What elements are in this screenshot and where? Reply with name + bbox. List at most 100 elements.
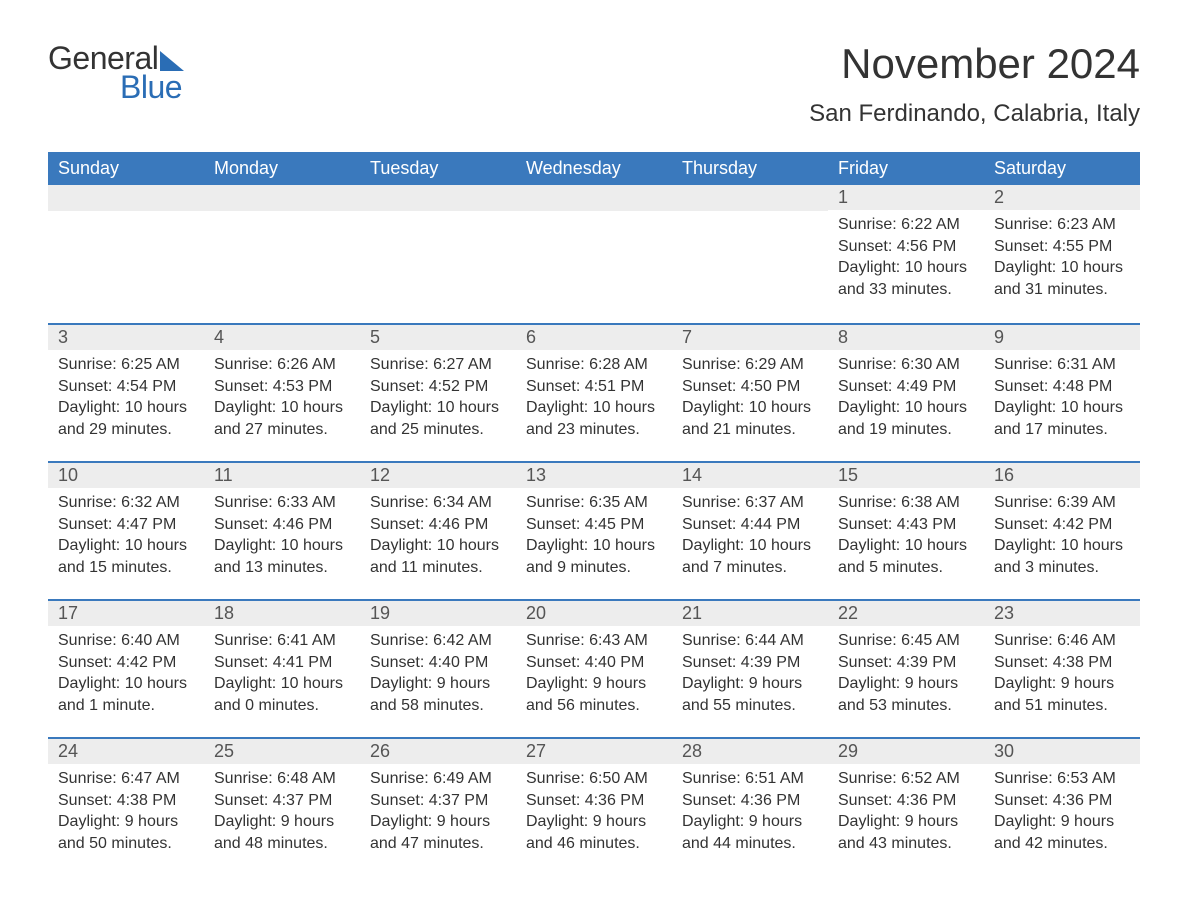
calendar-empty bbox=[360, 185, 516, 323]
sunset-text: Sunset: 4:36 PM bbox=[526, 790, 662, 812]
calendar-day: 27Sunrise: 6:50 AMSunset: 4:36 PMDayligh… bbox=[516, 737, 672, 875]
daylight-text: Daylight: 10 hours and 5 minutes. bbox=[838, 535, 974, 578]
daylight-text: Daylight: 10 hours and 23 minutes. bbox=[526, 397, 662, 440]
sunrise-text: Sunrise: 6:30 AM bbox=[838, 354, 974, 376]
daylight-text: Daylight: 10 hours and 11 minutes. bbox=[370, 535, 506, 578]
day-number: 16 bbox=[984, 461, 1140, 488]
sunrise-text: Sunrise: 6:48 AM bbox=[214, 768, 350, 790]
sail-icon bbox=[160, 51, 184, 71]
calendar-day: 7Sunrise: 6:29 AMSunset: 4:50 PMDaylight… bbox=[672, 323, 828, 461]
day-number: 28 bbox=[672, 737, 828, 764]
day-details: Sunrise: 6:46 AMSunset: 4:38 PMDaylight:… bbox=[984, 626, 1140, 724]
day-number: 20 bbox=[516, 599, 672, 626]
sunset-text: Sunset: 4:51 PM bbox=[526, 376, 662, 398]
sunrise-text: Sunrise: 6:26 AM bbox=[214, 354, 350, 376]
day-number: 8 bbox=[828, 323, 984, 350]
sunrise-text: Sunrise: 6:40 AM bbox=[58, 630, 194, 652]
day-header: Monday bbox=[204, 152, 360, 185]
sunset-text: Sunset: 4:50 PM bbox=[682, 376, 818, 398]
day-number: 27 bbox=[516, 737, 672, 764]
day-number: 1 bbox=[828, 185, 984, 210]
sunset-text: Sunset: 4:46 PM bbox=[370, 514, 506, 536]
day-number: 22 bbox=[828, 599, 984, 626]
daylight-text: Daylight: 9 hours and 58 minutes. bbox=[370, 673, 506, 716]
day-number: 21 bbox=[672, 599, 828, 626]
day-details: Sunrise: 6:33 AMSunset: 4:46 PMDaylight:… bbox=[204, 488, 360, 586]
calendar-day: 3Sunrise: 6:25 AMSunset: 4:54 PMDaylight… bbox=[48, 323, 204, 461]
calendar-empty bbox=[672, 185, 828, 323]
sunset-text: Sunset: 4:42 PM bbox=[58, 652, 194, 674]
sunrise-text: Sunrise: 6:44 AM bbox=[682, 630, 818, 652]
day-details: Sunrise: 6:43 AMSunset: 4:40 PMDaylight:… bbox=[516, 626, 672, 724]
day-details: Sunrise: 6:47 AMSunset: 4:38 PMDaylight:… bbox=[48, 764, 204, 862]
sunrise-text: Sunrise: 6:45 AM bbox=[838, 630, 974, 652]
sunrise-text: Sunrise: 6:33 AM bbox=[214, 492, 350, 514]
day-number: 7 bbox=[672, 323, 828, 350]
day-details: Sunrise: 6:29 AMSunset: 4:50 PMDaylight:… bbox=[672, 350, 828, 448]
calendar-day: 25Sunrise: 6:48 AMSunset: 4:37 PMDayligh… bbox=[204, 737, 360, 875]
empty-day-bar bbox=[672, 185, 828, 211]
day-number: 6 bbox=[516, 323, 672, 350]
sunset-text: Sunset: 4:53 PM bbox=[214, 376, 350, 398]
day-details: Sunrise: 6:25 AMSunset: 4:54 PMDaylight:… bbox=[48, 350, 204, 448]
daylight-text: Daylight: 10 hours and 29 minutes. bbox=[58, 397, 194, 440]
calendar-head: SundayMondayTuesdayWednesdayThursdayFrid… bbox=[48, 152, 1140, 185]
daylight-text: Daylight: 9 hours and 42 minutes. bbox=[994, 811, 1130, 854]
logo-text-blue: Blue bbox=[120, 69, 182, 106]
day-details: Sunrise: 6:49 AMSunset: 4:37 PMDaylight:… bbox=[360, 764, 516, 862]
day-details: Sunrise: 6:38 AMSunset: 4:43 PMDaylight:… bbox=[828, 488, 984, 586]
day-details: Sunrise: 6:26 AMSunset: 4:53 PMDaylight:… bbox=[204, 350, 360, 448]
day-details: Sunrise: 6:52 AMSunset: 4:36 PMDaylight:… bbox=[828, 764, 984, 862]
sunset-text: Sunset: 4:52 PM bbox=[370, 376, 506, 398]
day-number: 29 bbox=[828, 737, 984, 764]
sunset-text: Sunset: 4:38 PM bbox=[58, 790, 194, 812]
day-number: 10 bbox=[48, 461, 204, 488]
calendar-day: 5Sunrise: 6:27 AMSunset: 4:52 PMDaylight… bbox=[360, 323, 516, 461]
day-number: 26 bbox=[360, 737, 516, 764]
sunrise-text: Sunrise: 6:39 AM bbox=[994, 492, 1130, 514]
day-number: 14 bbox=[672, 461, 828, 488]
sunrise-text: Sunrise: 6:32 AM bbox=[58, 492, 194, 514]
sunrise-text: Sunrise: 6:31 AM bbox=[994, 354, 1130, 376]
day-number: 9 bbox=[984, 323, 1140, 350]
location-subtitle: San Ferdinando, Calabria, Italy bbox=[809, 100, 1140, 128]
calendar-day: 12Sunrise: 6:34 AMSunset: 4:46 PMDayligh… bbox=[360, 461, 516, 599]
day-details: Sunrise: 6:51 AMSunset: 4:36 PMDaylight:… bbox=[672, 764, 828, 862]
day-details: Sunrise: 6:32 AMSunset: 4:47 PMDaylight:… bbox=[48, 488, 204, 586]
day-details: Sunrise: 6:30 AMSunset: 4:49 PMDaylight:… bbox=[828, 350, 984, 448]
sunset-text: Sunset: 4:49 PM bbox=[838, 376, 974, 398]
daylight-text: Daylight: 9 hours and 55 minutes. bbox=[682, 673, 818, 716]
sunrise-text: Sunrise: 6:51 AM bbox=[682, 768, 818, 790]
daylight-text: Daylight: 10 hours and 19 minutes. bbox=[838, 397, 974, 440]
day-details: Sunrise: 6:34 AMSunset: 4:46 PMDaylight:… bbox=[360, 488, 516, 586]
day-header: Tuesday bbox=[360, 152, 516, 185]
sunrise-text: Sunrise: 6:27 AM bbox=[370, 354, 506, 376]
calendar-day: 4Sunrise: 6:26 AMSunset: 4:53 PMDaylight… bbox=[204, 323, 360, 461]
day-details: Sunrise: 6:39 AMSunset: 4:42 PMDaylight:… bbox=[984, 488, 1140, 586]
empty-day-bar bbox=[516, 185, 672, 211]
daylight-text: Daylight: 10 hours and 15 minutes. bbox=[58, 535, 194, 578]
day-details: Sunrise: 6:22 AMSunset: 4:56 PMDaylight:… bbox=[828, 210, 984, 308]
calendar-week: 3Sunrise: 6:25 AMSunset: 4:54 PMDaylight… bbox=[48, 323, 1140, 461]
calendar-day: 14Sunrise: 6:37 AMSunset: 4:44 PMDayligh… bbox=[672, 461, 828, 599]
sunset-text: Sunset: 4:41 PM bbox=[214, 652, 350, 674]
day-details: Sunrise: 6:45 AMSunset: 4:39 PMDaylight:… bbox=[828, 626, 984, 724]
calendar-day: 18Sunrise: 6:41 AMSunset: 4:41 PMDayligh… bbox=[204, 599, 360, 737]
day-details: Sunrise: 6:35 AMSunset: 4:45 PMDaylight:… bbox=[516, 488, 672, 586]
calendar-day: 26Sunrise: 6:49 AMSunset: 4:37 PMDayligh… bbox=[360, 737, 516, 875]
daylight-text: Daylight: 10 hours and 13 minutes. bbox=[214, 535, 350, 578]
sunrise-text: Sunrise: 6:41 AM bbox=[214, 630, 350, 652]
sunrise-text: Sunrise: 6:38 AM bbox=[838, 492, 974, 514]
sunset-text: Sunset: 4:54 PM bbox=[58, 376, 194, 398]
sunrise-text: Sunrise: 6:43 AM bbox=[526, 630, 662, 652]
brand-logo: General Blue bbox=[48, 40, 184, 106]
calendar-week: 17Sunrise: 6:40 AMSunset: 4:42 PMDayligh… bbox=[48, 599, 1140, 737]
month-title: November 2024 bbox=[809, 40, 1140, 88]
calendar-day: 28Sunrise: 6:51 AMSunset: 4:36 PMDayligh… bbox=[672, 737, 828, 875]
daylight-text: Daylight: 10 hours and 9 minutes. bbox=[526, 535, 662, 578]
daylight-text: Daylight: 10 hours and 7 minutes. bbox=[682, 535, 818, 578]
daylight-text: Daylight: 9 hours and 56 minutes. bbox=[526, 673, 662, 716]
day-number: 11 bbox=[204, 461, 360, 488]
day-details: Sunrise: 6:53 AMSunset: 4:36 PMDaylight:… bbox=[984, 764, 1140, 862]
day-details: Sunrise: 6:40 AMSunset: 4:42 PMDaylight:… bbox=[48, 626, 204, 724]
